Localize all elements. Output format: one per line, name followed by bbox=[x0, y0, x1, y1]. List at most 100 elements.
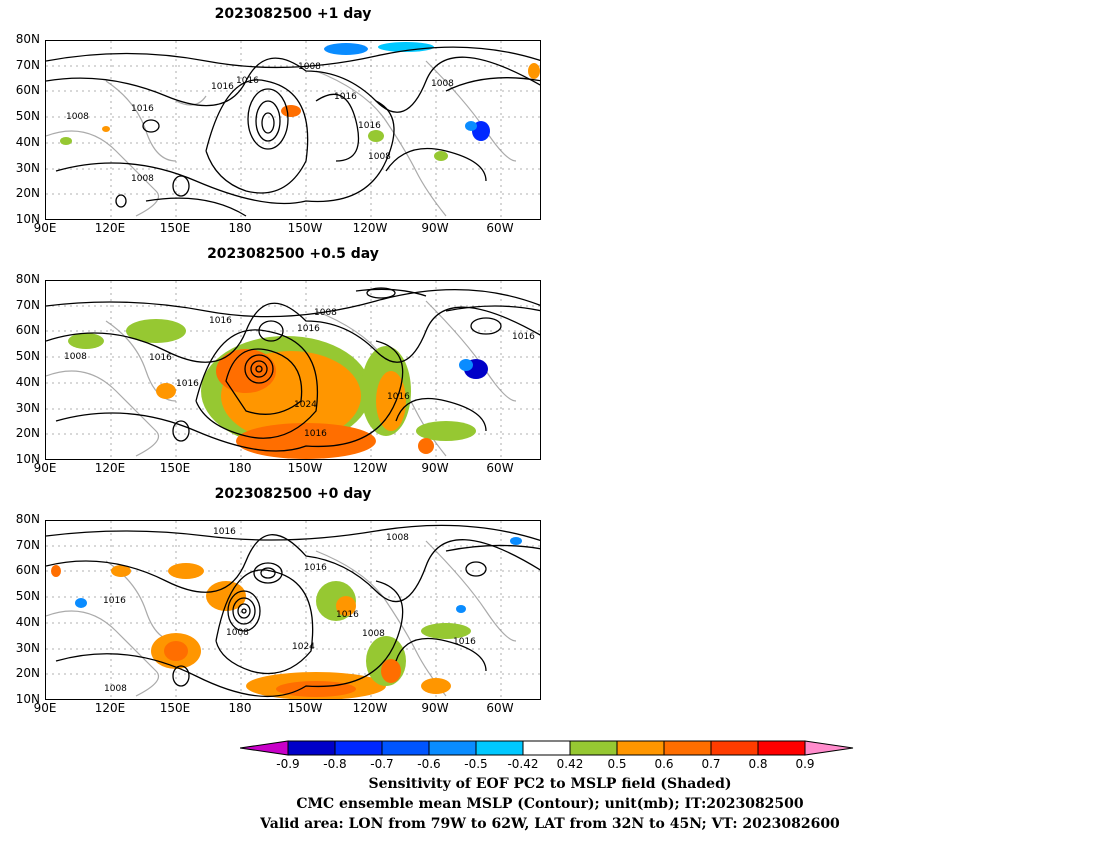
colorbar-tick-label: -0.6 bbox=[417, 757, 441, 771]
colorbar-tick-label: 0.6 bbox=[654, 757, 674, 771]
lat-tick-label: 30N bbox=[15, 640, 40, 655]
colorbar-segment bbox=[616, 740, 665, 756]
colorbar-tick-label: 0.5 bbox=[607, 757, 627, 771]
colorbar-segment bbox=[757, 740, 806, 756]
map-frame: 1008 1016 1008 1016 1016 1016 1016 1024 … bbox=[45, 280, 541, 460]
contour-label: 1008 bbox=[64, 352, 87, 362]
colorbar-segment bbox=[428, 740, 477, 756]
contour-label: 1016 bbox=[304, 429, 327, 439]
lon-tick-label: 90W bbox=[421, 461, 449, 475]
contour-label: 1016 bbox=[512, 332, 535, 342]
lat-tick-label: 30N bbox=[15, 400, 40, 415]
colorbar-tick-label: -0.5 bbox=[464, 757, 488, 771]
colorbar-tick-label: 0.42 bbox=[556, 757, 584, 771]
contour-label: 1016 bbox=[103, 596, 126, 606]
contour-label: 1016 bbox=[297, 324, 320, 334]
contour-label: 1008 bbox=[298, 62, 321, 72]
colorbar-tick-label: 0.7 bbox=[701, 757, 721, 771]
colorbar-segment bbox=[710, 740, 759, 756]
lon-tick-label: 120E bbox=[94, 461, 126, 475]
contour-label: 1008 bbox=[131, 174, 154, 184]
contour-label: 1024 bbox=[294, 400, 317, 410]
colorbar-tick-label: -0.9 bbox=[276, 757, 300, 771]
lon-tick-label: 150E bbox=[159, 461, 191, 475]
contour-label: 1016 bbox=[334, 92, 357, 102]
map-plot: 1008 1016 1008 1016 1016 1016 1016 1024 … bbox=[46, 281, 540, 459]
map-panel-3: 2023082500 +0 day bbox=[0, 480, 560, 720]
colorbar-tick-label: 0.9 bbox=[795, 757, 815, 771]
lon-tick-label: 150E bbox=[159, 701, 191, 715]
lon-tick-label: 90E bbox=[33, 221, 57, 235]
lat-tick-label: 60N bbox=[15, 323, 40, 338]
lon-tick-label: 180 bbox=[228, 701, 252, 715]
lat-tick-label: 80N bbox=[15, 512, 40, 526]
contour-label: 1016 bbox=[358, 121, 381, 131]
lat-tick-label: 10N bbox=[15, 452, 40, 466]
colorbar-tick-label: -0.7 bbox=[370, 757, 394, 771]
lon-tick-label: 60W bbox=[486, 701, 514, 715]
lat-tick-label: 70N bbox=[15, 297, 40, 312]
map-plot: 1008 1016 1016 1016 1008 1016 1008 1016 … bbox=[46, 41, 540, 219]
map-plot: 1016 1008 1016 1016 1008 1016 1024 1008 … bbox=[46, 521, 540, 699]
contour-label: 1016 bbox=[387, 392, 410, 402]
lat-tick-label: 60N bbox=[15, 83, 40, 98]
lat-tick-label: 20N bbox=[15, 426, 40, 441]
contour-label: 1016 bbox=[304, 563, 327, 573]
contour-label: 1008 bbox=[66, 112, 89, 122]
lat-tick-label: 10N bbox=[15, 692, 40, 706]
lon-tick-label: 90E bbox=[33, 701, 57, 715]
panel-title: 2023082500 +0 day bbox=[214, 486, 372, 502]
lat-tick-label: 20N bbox=[15, 186, 40, 201]
colorbar-min-arrow bbox=[240, 740, 289, 756]
colorbar-tick-label: 0.8 bbox=[748, 757, 768, 771]
lon-tick-label: 150E bbox=[159, 221, 191, 235]
colorbar-segment bbox=[522, 740, 571, 756]
contour-label: 1008 bbox=[314, 308, 337, 318]
contour-label: 1016 bbox=[209, 316, 232, 326]
contour-label: 1008 bbox=[431, 79, 454, 89]
colorbar-segment bbox=[663, 740, 712, 756]
lon-tick-label: 120W bbox=[352, 221, 388, 235]
contour-label: 1008 bbox=[104, 684, 127, 694]
map-panel-1: 2023082500 +1 day bbox=[0, 0, 560, 240]
lon-tick-label: 120E bbox=[94, 221, 126, 235]
map-panel-2: 2023082500 +0.5 day bbox=[0, 240, 560, 480]
contour-label: 1016 bbox=[131, 104, 154, 114]
contour-label: 1016 bbox=[453, 637, 476, 647]
lon-tick-label: 180 bbox=[228, 461, 252, 475]
colorbar-segment bbox=[569, 740, 618, 756]
caption-line-3: Valid area: LON from 79W to 62W, LAT fro… bbox=[260, 816, 840, 832]
lon-tick-label: 60W bbox=[486, 461, 514, 475]
lon-tick-label: 120E bbox=[94, 701, 126, 715]
contour-label: 1008 bbox=[362, 629, 385, 639]
lon-tick-label: 180 bbox=[228, 221, 252, 235]
lon-tick-label: 150W bbox=[287, 221, 323, 235]
lat-tick-label: 50N bbox=[15, 109, 40, 124]
lat-tick-label: 50N bbox=[15, 589, 40, 604]
lon-tick-label: 120W bbox=[352, 461, 388, 475]
colorbar-segment bbox=[381, 740, 430, 756]
colorbar-max-arrow bbox=[804, 740, 854, 756]
contour-label: 1016 bbox=[149, 353, 172, 363]
caption-line-2: CMC ensemble mean MSLP (Contour); unit(m… bbox=[296, 796, 804, 812]
contour-label: 1016 bbox=[336, 610, 359, 620]
panel-title: 2023082500 +1 day bbox=[214, 6, 372, 22]
colorbar-segment bbox=[475, 740, 524, 756]
lat-tick-label: 70N bbox=[15, 537, 40, 552]
lat-tick-label: 40N bbox=[15, 374, 40, 389]
lon-tick-label: 90E bbox=[33, 461, 57, 475]
lat-tick-label: 80N bbox=[15, 32, 40, 46]
colorbar-segment bbox=[334, 740, 383, 756]
contour-label: 1016 bbox=[211, 82, 234, 92]
lat-tick-label: 50N bbox=[15, 349, 40, 364]
contour-label: 1016 bbox=[176, 379, 199, 389]
lon-tick-label: 90W bbox=[421, 701, 449, 715]
panel-title: 2023082500 +0.5 day bbox=[207, 246, 379, 262]
colorbar-tick-label: -0.8 bbox=[323, 757, 347, 771]
colorbar-tick-label: -0.42 bbox=[507, 757, 539, 771]
lat-tick-label: 30N bbox=[15, 160, 40, 175]
contour-label: 1016 bbox=[236, 76, 259, 86]
lon-tick-label: 120W bbox=[352, 701, 388, 715]
colorbar-segment bbox=[287, 740, 336, 756]
lon-tick-label: 150W bbox=[287, 461, 323, 475]
